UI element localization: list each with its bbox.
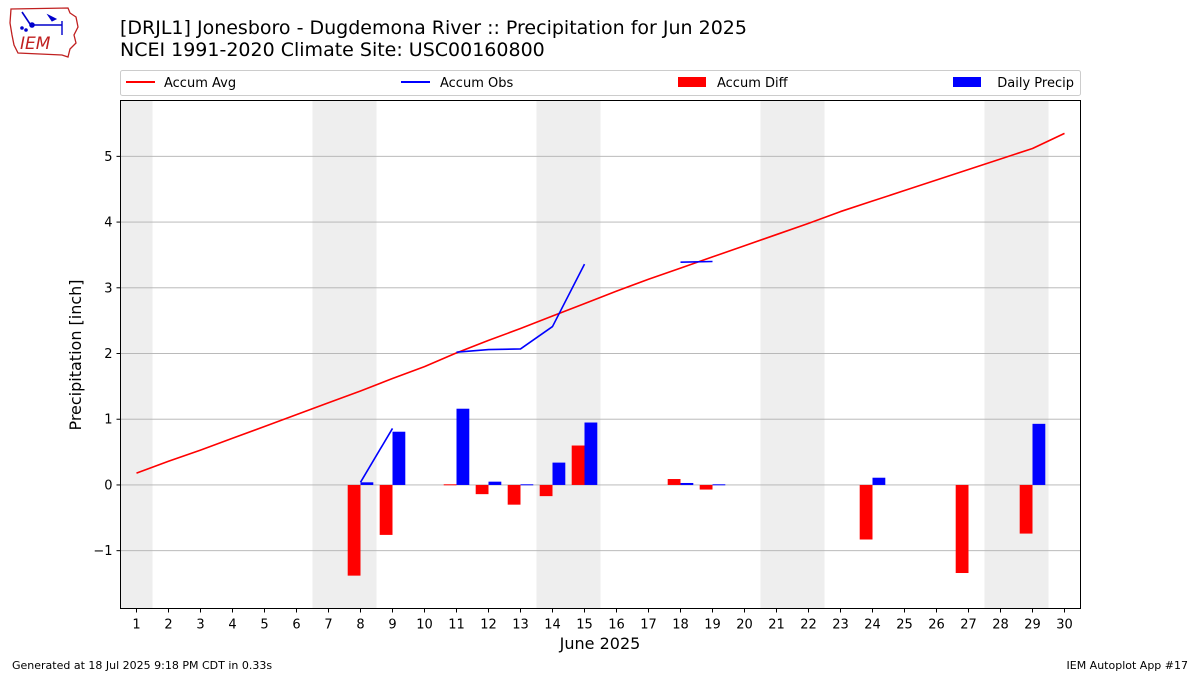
line-series — [136, 132, 1065, 483]
x-tick-label: 8 — [356, 618, 364, 633]
y-gridlines — [120, 155, 1081, 552]
accum-diff-bar — [699, 484, 713, 490]
x-tick-label: 14 — [544, 618, 561, 633]
x-tick-label: 11 — [448, 618, 465, 633]
legend-label: Accum Obs — [440, 76, 513, 91]
accum-avg-line — [136, 132, 1065, 474]
x-tick-label: 3 — [196, 618, 204, 633]
x-tick-label: 21 — [768, 618, 785, 633]
x-tick-label: 13 — [512, 618, 529, 633]
weekend-bands — [120, 100, 1049, 609]
daily-precip-bar — [680, 482, 694, 485]
accum-obs-line — [680, 260, 713, 263]
accum-diff-bar — [571, 445, 585, 485]
weekend-band — [760, 100, 825, 609]
y-axis: −1 0 1 2 3 4 5 — [93, 150, 121, 559]
y-tick-label: 2 — [104, 347, 112, 362]
weekend-band — [312, 100, 377, 609]
weather-station-icon — [20, 11, 63, 35]
weekend-band — [984, 100, 1049, 609]
daily-precip-bar — [584, 422, 598, 485]
legend-label: Daily Precip — [997, 76, 1074, 91]
bar-series — [347, 408, 1046, 576]
accum-obs-line — [456, 263, 586, 353]
x-axis-label: June 2025 — [559, 634, 641, 653]
logo-text: IEM — [20, 34, 51, 54]
accum-diff-bar — [507, 484, 521, 505]
daily-precip-bar — [488, 481, 502, 485]
x-tick-label: 4 — [228, 618, 236, 633]
accum-diff-bar — [539, 484, 553, 497]
legend-swatch-bar — [953, 77, 981, 87]
accum-diff-bar — [859, 484, 873, 540]
legend-label: Accum Avg — [164, 76, 236, 91]
y-tick-label: 3 — [104, 281, 112, 296]
accum-diff-bar — [347, 484, 361, 576]
x-tick-label: 26 — [928, 618, 945, 633]
daily-precip-bar — [360, 482, 374, 485]
x-tick-label: 7 — [324, 618, 332, 633]
x-tick-label: 17 — [640, 618, 657, 633]
x-tick-label: 23 — [832, 618, 849, 633]
daily-precip-bar — [552, 462, 566, 485]
accum-diff-bar — [955, 484, 969, 574]
accum-diff-bar — [379, 484, 393, 535]
x-tick-label: 1 — [132, 618, 140, 633]
generated-timestamp: Generated at 18 Jul 2025 9:18 PM CDT in … — [12, 659, 273, 672]
x-tick-label: 10 — [416, 618, 433, 633]
legend-swatch-bar — [678, 77, 706, 87]
x-tick-label: 2 — [164, 618, 172, 633]
weekend-band — [120, 100, 153, 609]
x-tick-label: 9 — [388, 618, 396, 633]
iem-logo: IEM — [9, 7, 79, 58]
daily-precip-bar — [712, 484, 726, 486]
x-tick-label: 22 — [800, 618, 817, 633]
y-tick-label: −1 — [93, 544, 112, 559]
x-tick-label: 28 — [992, 618, 1009, 633]
x-tick-label: 15 — [576, 618, 593, 633]
x-tick-label: 12 — [480, 618, 497, 633]
x-tick-label: 25 — [896, 618, 913, 633]
x-tick-label: 16 — [608, 618, 625, 633]
x-tick-label: 19 — [704, 618, 721, 633]
iowa-state-outline — [9, 7, 79, 58]
accum-diff-bar — [443, 484, 457, 486]
chart-legend: Accum Avg Accum Obs Accum Diff Daily Precip — [120, 70, 1081, 96]
accum-diff-bar — [1019, 484, 1033, 534]
y-tick-label: 1 — [104, 413, 112, 428]
accum-diff-bar — [667, 479, 681, 485]
daily-precip-bar — [520, 484, 534, 486]
x-tick-label: 6 — [292, 618, 300, 633]
daily-precip-bar — [1032, 423, 1046, 485]
x-tick-label: 24 — [864, 618, 881, 633]
y-tick-label: 4 — [104, 216, 112, 231]
x-tick-label: 20 — [736, 618, 753, 633]
x-tick-label: 30 — [1056, 618, 1073, 633]
x-axis: 1 2 3 4 5 6 7 8 9 10 11 12 13 14 15 16 17 18 19 20 21 22 23 24 2… — [132, 608, 1073, 633]
y-tick-label: 0 — [104, 478, 112, 493]
accum-diff-bar — [475, 484, 489, 495]
chart-title: [DRJL1] Jonesboro - Dugdemona River :: P… — [120, 17, 747, 39]
y-axis-label: Precipitation [inch] — [66, 279, 85, 430]
daily-precip-bar — [392, 431, 406, 485]
weekend-band — [536, 100, 601, 609]
legend-label: Accum Diff — [717, 76, 789, 91]
x-tick-label: 18 — [672, 618, 689, 633]
daily-precip-bar — [872, 477, 886, 485]
y-tick-label: 5 — [104, 150, 112, 165]
daily-precip-bar — [456, 408, 470, 485]
plot-frame — [120, 100, 1081, 609]
accum-obs-line — [359, 428, 394, 483]
legend-frame — [120, 70, 1081, 96]
chart-subtitle: NCEI 1991-2020 Climate Site: USC00160800 — [120, 39, 545, 61]
x-tick-label: 29 — [1024, 618, 1041, 633]
autoplot-app-label: IEM Autoplot App #17 — [1066, 659, 1189, 672]
x-tick-label: 27 — [960, 618, 977, 633]
x-tick-label: 5 — [260, 618, 268, 633]
